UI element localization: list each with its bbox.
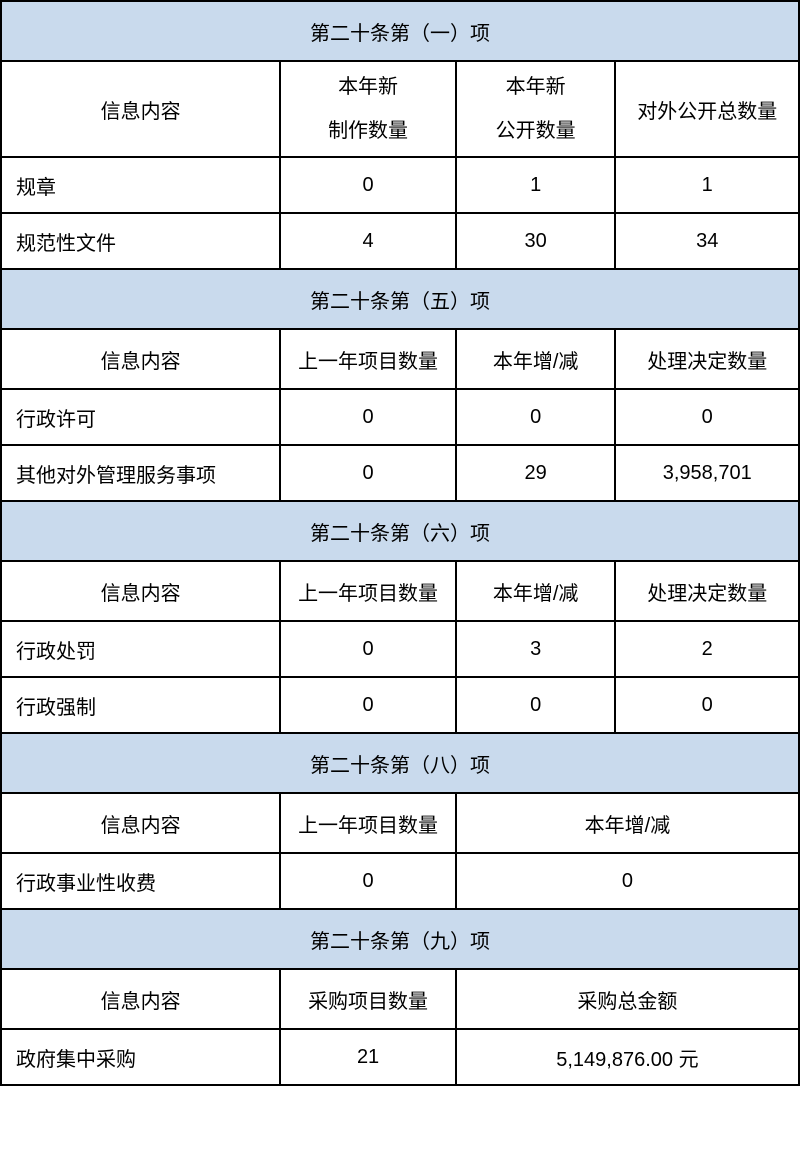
col-header: 上一年项目数量 [280,329,456,389]
section-title: 第二十条第（九）项 [1,909,799,969]
col-header: 对外公开总数量 [615,61,799,157]
cell-value: 0 [615,677,799,733]
col-header: 本年新 公开数量 [456,61,616,157]
col-header: 信息内容 [1,329,280,389]
section-header-row: 第二十条第（九）项 [1,909,799,969]
col-header: 信息内容 [1,793,280,853]
header-line: 本年新 [457,65,615,109]
table-row: 行政事业性收费 0 0 [1,853,799,909]
cell-value: 0 [280,621,456,677]
cell-value: 1 [456,157,616,213]
table-row: 行政强制 0 0 0 [1,677,799,733]
col-header: 上一年项目数量 [280,561,456,621]
cell-value: 29 [456,445,616,501]
table-row: 行政处罚 0 3 2 [1,621,799,677]
section-title: 第二十条第（六）项 [1,501,799,561]
cell-value: 2 [615,621,799,677]
section-header-row: 第二十条第（五）项 [1,269,799,329]
col-header: 信息内容 [1,561,280,621]
cell-value: 3 [456,621,616,677]
cell-value: 5,149,876.00 元 [456,1029,799,1085]
row-label: 行政处罚 [1,621,280,677]
col-header: 上一年项目数量 [280,793,456,853]
cell-value: 0 [280,853,456,909]
row-label: 行政事业性收费 [1,853,280,909]
row-label: 行政强制 [1,677,280,733]
col-header: 采购项目数量 [280,969,456,1029]
row-label: 规章 [1,157,280,213]
table-row: 规章 0 1 1 [1,157,799,213]
cell-value: 4 [280,213,456,269]
col-header: 处理决定数量 [615,561,799,621]
header-line: 本年新 [281,65,455,109]
row-label: 其他对外管理服务事项 [1,445,280,501]
col-header: 本年新 制作数量 [280,61,456,157]
cell-value: 0 [280,677,456,733]
row-label: 行政许可 [1,389,280,445]
header-line: 公开数量 [457,109,615,153]
col-header: 本年增/减 [456,561,616,621]
table-row: 政府集中采购 21 5,149,876.00 元 [1,1029,799,1085]
section-header-row: 第二十条第（八）项 [1,733,799,793]
table-row: 行政许可 0 0 0 [1,389,799,445]
cell-value: 3,958,701 [615,445,799,501]
col-header: 处理决定数量 [615,329,799,389]
row-label: 规范性文件 [1,213,280,269]
col-header: 信息内容 [1,969,280,1029]
cell-value: 0 [456,853,799,909]
header-line: 制作数量 [281,109,455,153]
sub-header-row: 信息内容 本年新 制作数量 本年新 公开数量 对外公开总数量 [1,61,799,157]
disclosure-table: 第二十条第（一）项 信息内容 本年新 制作数量 本年新 公开数量 对外公开总数量… [0,0,800,1086]
row-label: 政府集中采购 [1,1029,280,1085]
sub-header-row: 信息内容 上一年项目数量 本年增/减 [1,793,799,853]
table-row: 规范性文件 4 30 34 [1,213,799,269]
sub-header-row: 信息内容 上一年项目数量 本年增/减 处理决定数量 [1,329,799,389]
table-row: 其他对外管理服务事项 0 29 3,958,701 [1,445,799,501]
col-header: 本年增/减 [456,793,799,853]
cell-value: 0 [280,445,456,501]
section-title: 第二十条第（八）项 [1,733,799,793]
cell-value: 0 [615,389,799,445]
cell-value: 0 [280,157,456,213]
col-header: 采购总金额 [456,969,799,1029]
col-header: 本年增/减 [456,329,616,389]
col-header: 信息内容 [1,61,280,157]
sub-header-row: 信息内容 采购项目数量 采购总金额 [1,969,799,1029]
cell-value: 21 [280,1029,456,1085]
sub-header-row: 信息内容 上一年项目数量 本年增/减 处理决定数量 [1,561,799,621]
section-header-row: 第二十条第（一）项 [1,1,799,61]
section-title: 第二十条第（五）项 [1,269,799,329]
cell-value: 0 [456,389,616,445]
cell-value: 0 [456,677,616,733]
cell-value: 0 [280,389,456,445]
section-header-row: 第二十条第（六）项 [1,501,799,561]
cell-value: 30 [456,213,616,269]
cell-value: 1 [615,157,799,213]
section-title: 第二十条第（一）项 [1,1,799,61]
cell-value: 34 [615,213,799,269]
